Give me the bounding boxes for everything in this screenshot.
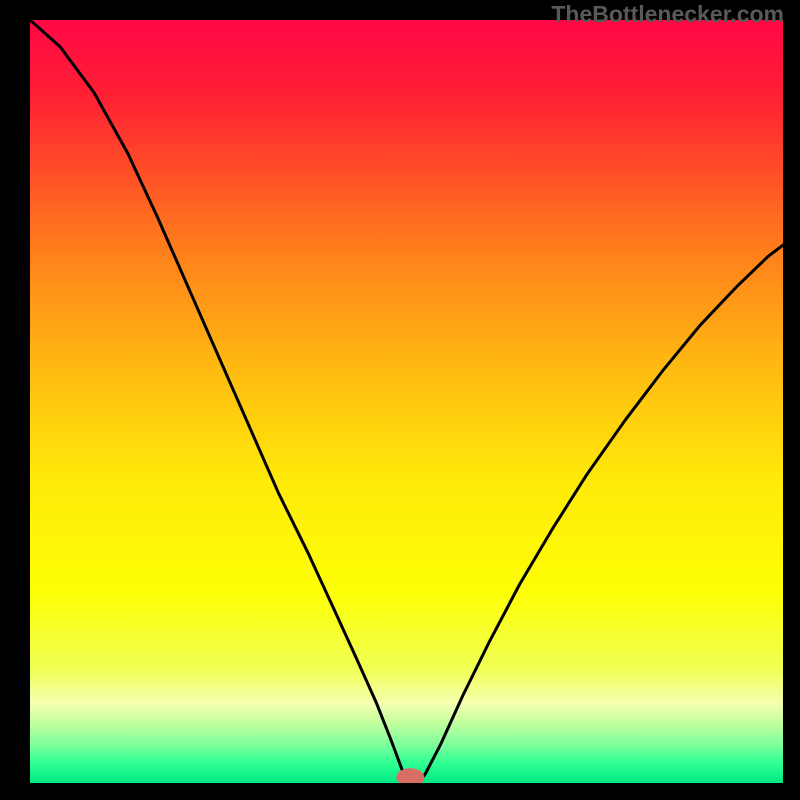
- watermark-label: TheBottlenecker.com: [551, 1, 784, 28]
- gradient-background: [30, 20, 783, 783]
- chart-container: TheBottlenecker.com: [0, 0, 800, 800]
- bottleneck-curve-chart: [30, 20, 783, 783]
